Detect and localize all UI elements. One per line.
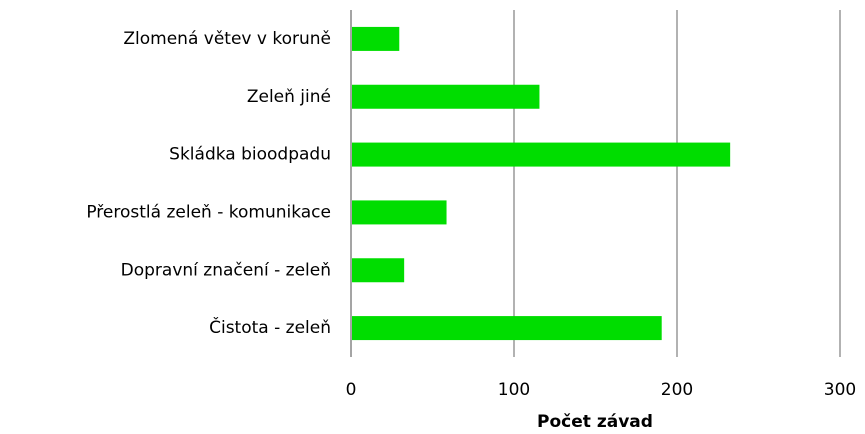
y-tick-label: Přerostlá zeleň - komunikace (86, 202, 331, 222)
x-tick-label: 100 (498, 380, 530, 400)
y-tick-label: Skládka bioodpadu (169, 145, 331, 165)
bar (352, 142, 731, 167)
x-tick-label: 0 (346, 380, 357, 400)
bar (352, 26, 400, 51)
y-tick-label: Zlomená větev v koruně (123, 29, 331, 49)
x-axis-title: Počet závad (537, 412, 653, 432)
x-tick-label: 300 (824, 380, 856, 400)
y-tick-label: Dopravní značení - zeleň (121, 260, 331, 280)
bar (352, 84, 540, 109)
bar (352, 258, 405, 283)
x-tick-label: 200 (661, 380, 693, 400)
y-tick-label: Čistota - zeleň (209, 316, 331, 338)
y-tick-label: Zeleň jiné (247, 87, 331, 107)
bar (352, 316, 662, 341)
bar (352, 200, 447, 225)
